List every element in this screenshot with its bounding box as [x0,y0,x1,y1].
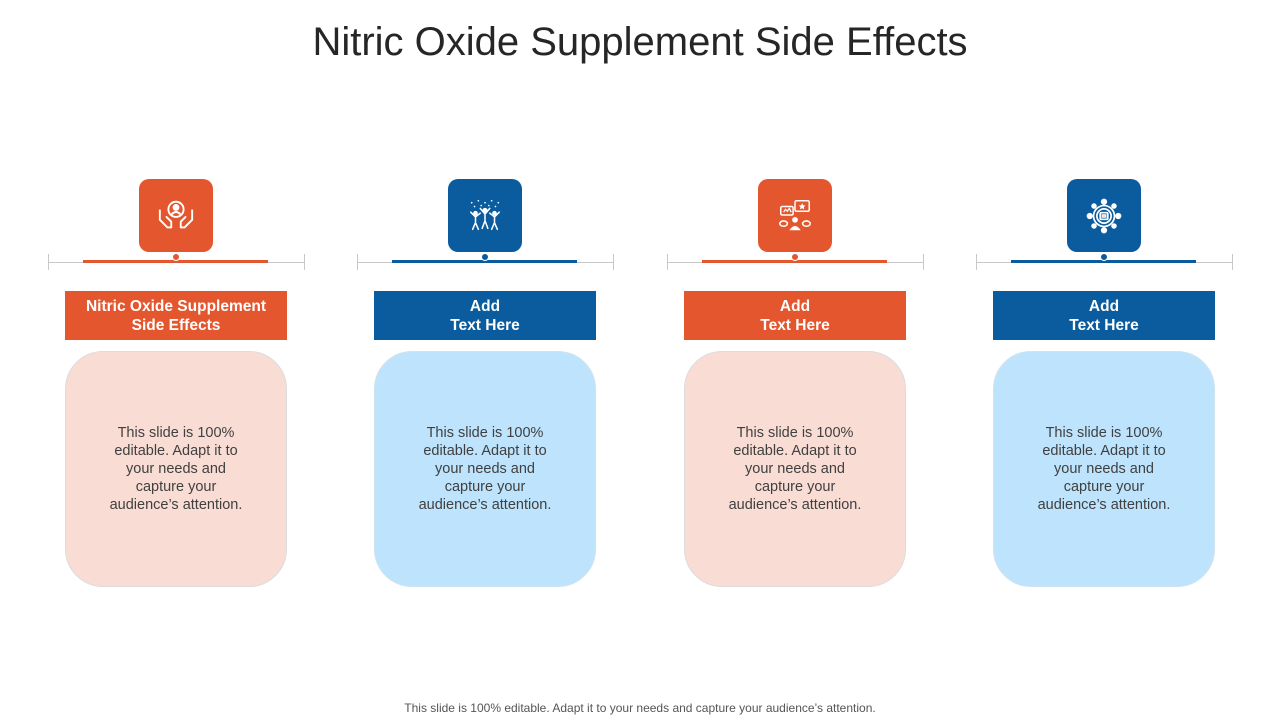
divider-tick-right [613,254,614,270]
accent-line [702,260,887,263]
slide-title: Nitric Oxide Supplement Side Effects [312,20,968,64]
network-gear-icon [1067,179,1141,252]
column-4: Add Text Here This slide is 100% editabl… [976,0,1233,720]
column-card: This slide is 100% editable. Adapt it to… [993,351,1215,587]
divider-tick-right [1232,254,1233,270]
accent-line [1011,260,1196,263]
column-3: Add Text Here This slide is 100% editabl… [667,0,924,720]
accent-line [392,260,577,263]
column-label: Add Text Here [684,291,906,340]
column-card: This slide is 100% editable. Adapt it to… [65,351,287,587]
connector-dot [172,253,180,261]
connector-dot [1100,253,1108,261]
celebrating-people-icon [448,179,522,252]
divider-tick-left [976,254,977,270]
divider-tick-right [923,254,924,270]
divider-tick-left [667,254,668,270]
feedback-chat-icon [758,179,832,252]
connector-dot [481,253,489,261]
divider-tick-right [304,254,305,270]
hands-holding-person-icon [139,179,213,252]
card-text: This slide is 100% editable. Adapt it to… [418,425,552,513]
column-label: Nitric Oxide Supplement Side Effects [65,291,287,340]
divider-tick-left [357,254,358,270]
column-2: Add Text Here This slide is 100% editabl… [357,0,614,720]
connector-dot [791,253,799,261]
column-label: Add Text Here [374,291,596,340]
column-card: This slide is 100% editable. Adapt it to… [374,351,596,587]
accent-line [83,260,268,263]
column-card: This slide is 100% editable. Adapt it to… [684,351,906,587]
card-text: This slide is 100% editable. Adapt it to… [728,425,862,513]
footer-note: This slide is 100% editable. Adapt it to… [404,701,876,715]
card-text: This slide is 100% editable. Adapt it to… [1037,425,1171,513]
card-text: This slide is 100% editable. Adapt it to… [109,425,243,513]
column-label: Add Text Here [993,291,1215,340]
column-1: Nitric Oxide Supplement Side Effects Thi… [48,0,305,720]
divider-tick-left [48,254,49,270]
